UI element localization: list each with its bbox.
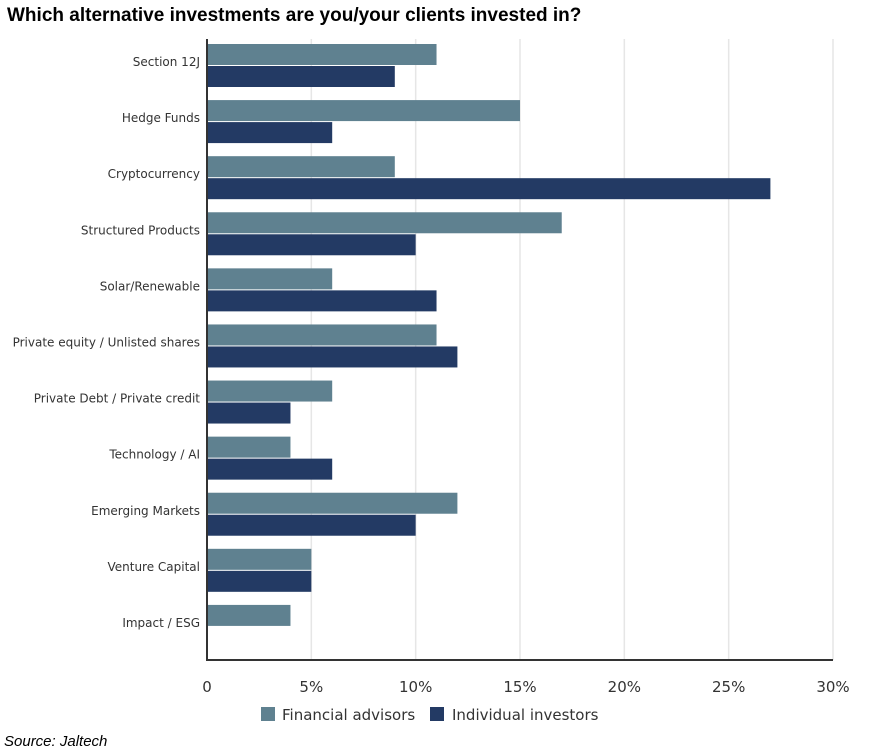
bar-individual-investors <box>207 570 312 592</box>
x-tick-label: 5% <box>299 678 323 696</box>
bar-individual-investors <box>207 458 333 480</box>
bars <box>207 44 771 626</box>
category-label: Solar/Renewable <box>100 279 200 293</box>
category-label: Impact / ESG <box>122 616 200 630</box>
tick-labels: 0 5% 10% 15% 20% 25% 30% <box>202 678 849 696</box>
axes <box>206 39 833 661</box>
legend-label: Financial advisors <box>282 706 415 724</box>
bar-individual-investors <box>207 346 458 368</box>
bar-financial-advisors <box>207 156 395 178</box>
bar-financial-advisors <box>207 268 333 290</box>
bar-individual-investors <box>207 402 291 424</box>
bar-financial-advisors <box>207 604 291 626</box>
x-tick-label: 20% <box>608 678 641 696</box>
category-label: Private equity / Unlisted shares <box>13 336 200 350</box>
bar-financial-advisors <box>207 100 520 122</box>
x-tick-label: 15% <box>503 678 536 696</box>
bar-chart: Section 12J Hedge Funds Cryptocurrency Stru… <box>13 39 850 724</box>
x-tick-label: 0 <box>202 678 212 696</box>
category-label: Venture Capital <box>107 560 200 574</box>
bar-financial-advisors <box>207 380 333 402</box>
x-tick-label: 25% <box>712 678 745 696</box>
legend-swatch <box>261 707 275 721</box>
x-tick-label: 10% <box>399 678 432 696</box>
bar-financial-advisors <box>207 212 562 234</box>
bar-individual-investors <box>207 66 395 87</box>
category-label: Private Debt / Private credit <box>34 392 201 406</box>
bar-individual-investors <box>207 290 437 312</box>
legend-swatch <box>430 707 444 721</box>
bar-financial-advisors <box>207 492 458 514</box>
category-label: Structured Products <box>81 223 200 237</box>
bar-financial-advisors <box>207 324 437 346</box>
x-tick-label: 30% <box>816 678 849 696</box>
bar-financial-advisors <box>207 436 291 458</box>
bar-individual-investors <box>207 514 416 536</box>
bar-individual-investors <box>207 178 771 200</box>
category-label: Cryptocurrency <box>108 167 200 181</box>
source-note: Source: Jaltech <box>4 733 108 750</box>
category-label: Section 12J <box>133 55 200 69</box>
bar-financial-advisors <box>207 548 312 570</box>
category-label: Technology / AI <box>108 448 200 462</box>
bar-financial-advisors <box>207 44 437 65</box>
category-label: Hedge Funds <box>122 111 200 125</box>
legend-label: Individual investors <box>452 706 599 724</box>
chart-title: Which alternative investments are you/yo… <box>7 5 582 26</box>
category-labels: Section 12J Hedge Funds Cryptocurrency Stru… <box>13 55 201 630</box>
legend: Financial advisors Individual investors <box>261 706 599 724</box>
bar-individual-investors <box>207 234 416 256</box>
category-label: Emerging Markets <box>91 504 200 518</box>
bar-individual-investors <box>207 122 333 144</box>
